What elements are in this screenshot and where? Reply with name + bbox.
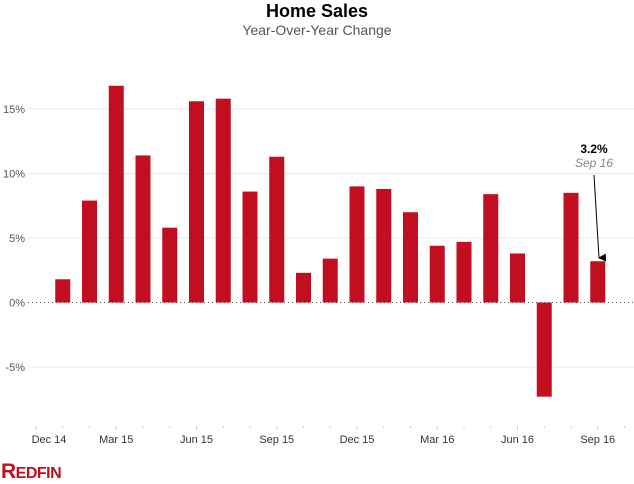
bar-feb-16 [403,212,418,303]
bar-nov-15 [322,258,338,303]
bar-chart: -5% 0% 5% 10% 15% Dec 14 Mar 15 Jun 15 Sep 15 De… [3,85,634,446]
bar-jul-16 [536,302,552,397]
x-tick-label: Sep 16 [580,434,615,446]
bar-may-16 [483,194,499,303]
bar-dec-15 [349,186,365,303]
bar-sep-15 [269,156,285,303]
bar-apr-15 [135,155,151,303]
y-tick-label: 15% [3,104,25,116]
bar-jul-15 [215,98,231,303]
chart-subtitle: Year-Over-Year Change [242,22,392,38]
annotation-arrow [593,174,607,262]
bar-aug-16 [563,192,579,303]
y-tick-label: 0% [9,298,25,310]
bar-aug-15 [242,191,258,303]
bar-jan-16 [376,188,392,303]
x-tick-label: Jun 15 [180,434,213,446]
x-tick-label: Dec 14 [32,434,67,446]
bar-jan-15 [55,279,71,303]
y-tick-label: 10% [3,169,25,181]
annotation-value: 3.2% [580,142,608,156]
bar-mar-15 [108,85,124,303]
redfin-logo: REDFIN [1,460,62,483]
bar-oct-15 [296,272,311,303]
bar-jun-16 [510,253,525,303]
x-tick-label: Mar 15 [99,434,133,446]
bar-jun-15 [189,101,204,303]
x-tick-label: Dec 15 [340,434,375,446]
y-tick-label: -5% [5,362,25,374]
x-tick-label: Jun 16 [501,434,534,446]
bar-may-15 [162,227,178,303]
bar-apr-16 [456,241,472,303]
x-tick-label: Sep 15 [259,434,294,446]
x-tick-label: Mar 16 [420,434,454,446]
annotation-date: Sep 16 [575,156,613,170]
bar-sep-16 [590,261,606,303]
bar-feb-15 [82,200,97,303]
chart-title: Home Sales [265,1,369,21]
bar-mar-16 [429,245,445,303]
y-tick-label: 5% [9,233,25,245]
